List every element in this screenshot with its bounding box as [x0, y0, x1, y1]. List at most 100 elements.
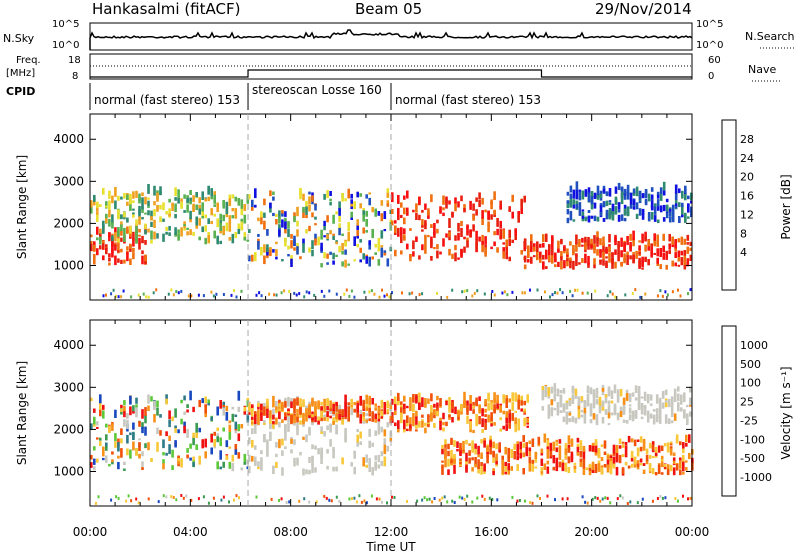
echo-cell	[377, 454, 381, 463]
echo-cell	[605, 248, 608, 254]
echo-cell	[606, 496, 609, 500]
echo-cell	[320, 431, 323, 434]
echo-cell	[661, 496, 664, 500]
echo-cell	[111, 451, 114, 455]
echo-cell	[177, 233, 180, 241]
echo-cell	[129, 432, 132, 436]
echo-cell	[517, 423, 520, 431]
echo-cell	[484, 247, 487, 257]
echo-cell	[380, 410, 384, 417]
echo-cell	[545, 249, 548, 260]
echo-cell	[631, 292, 634, 295]
echo-cell	[430, 194, 433, 203]
echo-cell	[629, 192, 633, 201]
echo-cell	[168, 226, 171, 231]
echo-cell	[132, 231, 135, 241]
echo-cell	[433, 223, 436, 232]
echo-cell	[416, 499, 419, 503]
echo-cell	[266, 408, 269, 418]
echo-cell	[660, 457, 664, 462]
echo-cell	[531, 459, 535, 464]
echo-cell	[445, 421, 448, 427]
echo-cell	[523, 411, 526, 414]
echo-cell	[683, 409, 686, 416]
echo-cell	[565, 400, 569, 403]
echo-cell	[511, 402, 514, 411]
echo-cell	[519, 441, 522, 444]
echo-cell	[666, 293, 669, 297]
echo-cell	[520, 250, 523, 255]
echo-cell	[487, 210, 490, 219]
echo-cell	[662, 245, 665, 252]
echo-cell	[358, 494, 361, 498]
echo-cell	[617, 241, 620, 248]
echo-cell	[138, 421, 141, 427]
echo-cell	[123, 410, 126, 418]
echo-cell	[589, 419, 593, 424]
echo-cell	[288, 500, 291, 504]
echo-cell	[674, 262, 677, 267]
echo-cell	[639, 436, 643, 443]
echo-cell	[240, 205, 244, 216]
echo-cell	[156, 192, 159, 202]
echo-cell	[477, 445, 480, 455]
echo-cell	[617, 182, 621, 190]
echo-cell	[117, 245, 120, 254]
echo-cell	[666, 442, 670, 451]
echo-cell	[156, 204, 159, 212]
echo-cell	[341, 193, 344, 202]
echo-cell	[689, 288, 692, 292]
nsky-label: N.Sky	[3, 32, 35, 45]
echo-cell	[633, 456, 637, 465]
echo-cell	[162, 202, 165, 211]
echo-cell	[185, 494, 188, 498]
echo-cell	[568, 411, 572, 414]
echo-cell	[552, 466, 556, 471]
echo-cell	[281, 467, 284, 476]
echo-cell	[543, 463, 547, 470]
echo-cell	[225, 412, 229, 421]
echo-cell	[305, 434, 308, 443]
echo-cell	[278, 403, 281, 408]
echo-cell	[584, 191, 588, 197]
echo-cell	[240, 289, 243, 293]
y-tick-label: 2000	[53, 422, 84, 436]
echo-cell	[492, 441, 495, 449]
echo-cell	[480, 439, 483, 444]
echo-cell	[617, 214, 621, 222]
echo-cell	[645, 448, 649, 455]
echo-cell	[397, 207, 400, 218]
colorbar-frame	[721, 325, 737, 497]
echo-cell	[272, 249, 275, 253]
echo-cell	[275, 241, 278, 245]
echo-cell	[481, 210, 484, 219]
echo-cell	[111, 195, 114, 204]
echo-cell	[496, 249, 499, 253]
echo-cell	[451, 288, 454, 292]
echo-cell	[347, 406, 350, 414]
echo-cell	[568, 412, 572, 416]
echo-cell	[687, 497, 689, 501]
echo-cell	[424, 422, 427, 427]
echo-cell	[147, 205, 150, 208]
echo-cell	[186, 231, 189, 236]
echo-cell	[272, 414, 275, 420]
echo-cell	[386, 400, 390, 408]
echo-cell	[371, 412, 374, 422]
echo-cell	[491, 290, 494, 293]
echo-cell	[436, 250, 439, 259]
echo-cell	[635, 213, 639, 219]
echo-cell	[505, 417, 508, 424]
echo-cell	[444, 444, 447, 448]
echo-cell	[225, 206, 229, 215]
echo-cell	[536, 245, 539, 252]
echo-cell	[580, 409, 584, 413]
echo-cell	[638, 257, 641, 268]
echo-cell	[117, 496, 120, 500]
echo-cell	[635, 250, 638, 259]
echo-cell	[442, 238, 445, 247]
echo-cell	[105, 247, 108, 251]
echo-cell	[596, 231, 599, 242]
echo-cell	[487, 402, 490, 411]
echo-cell	[662, 217, 666, 222]
